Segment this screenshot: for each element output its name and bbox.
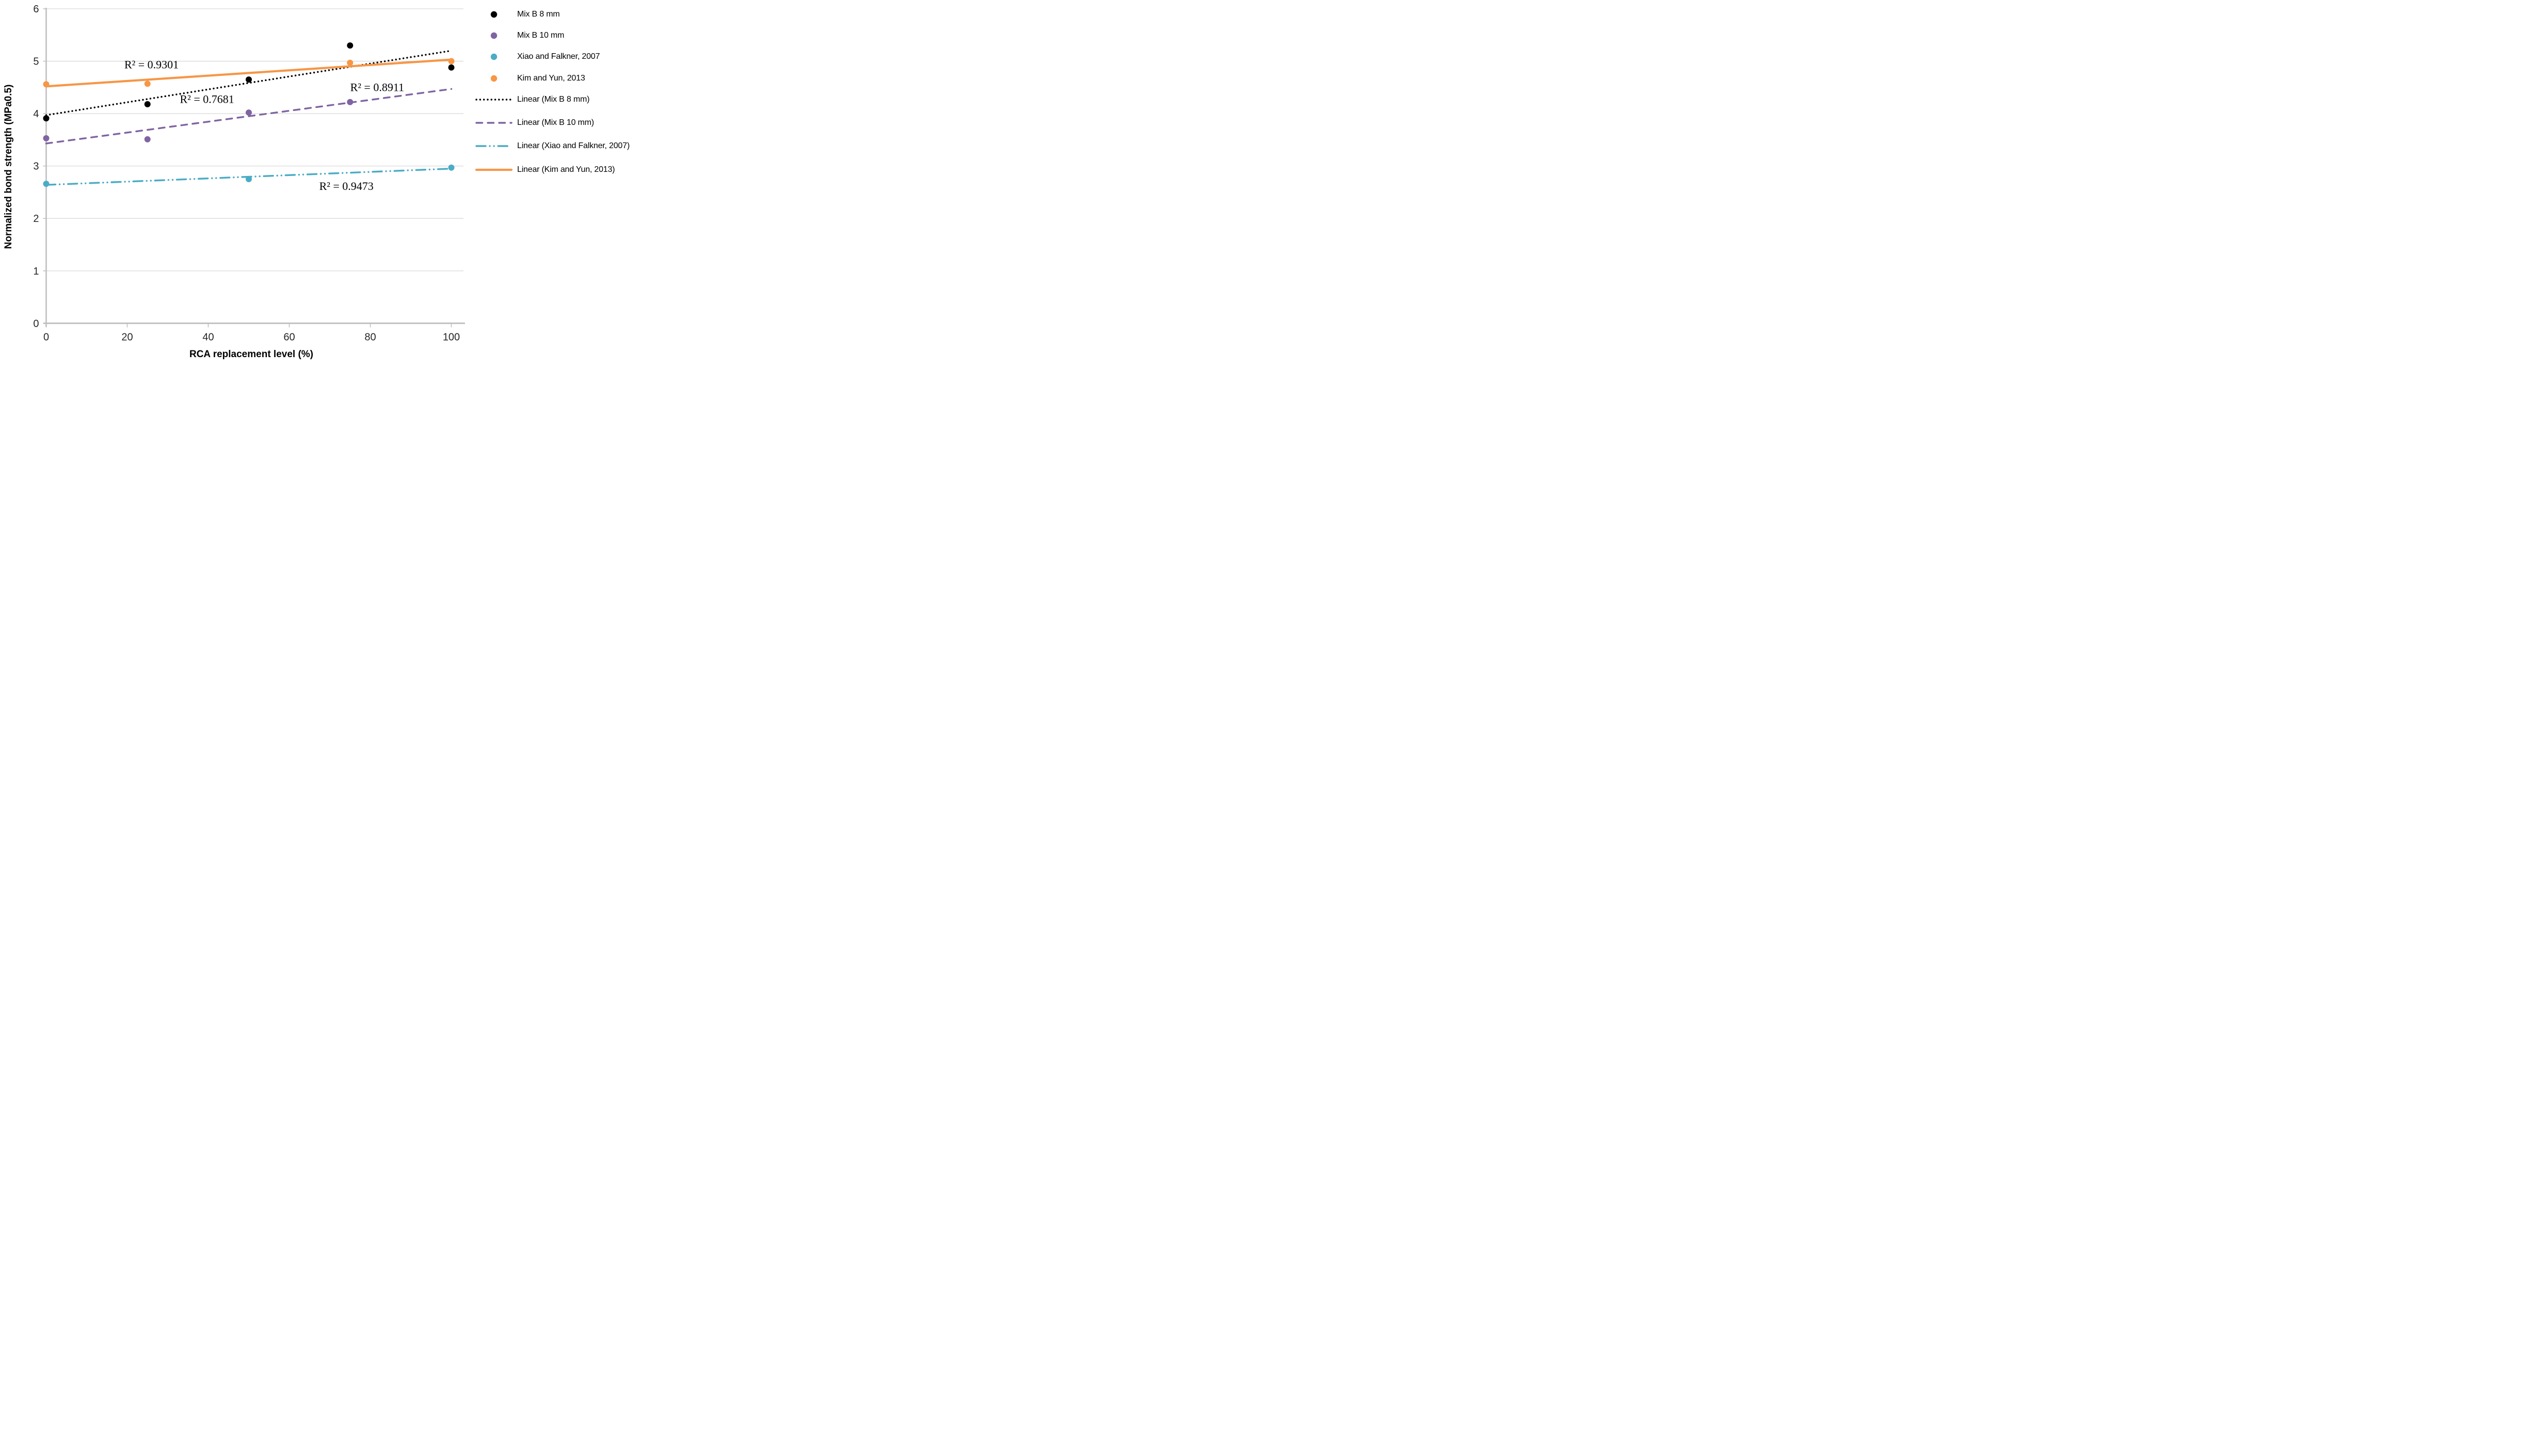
- data-point-mix-b-8-mm: [347, 42, 354, 49]
- legend: Mix B 8 mm Mix B 10 mm Xiao and Falkner, 2…: [475, 0, 633, 186]
- legend-item: Mix B 10 mm: [475, 30, 564, 41]
- legend-marker-icon: [490, 75, 498, 82]
- legend-marker-dot: [490, 53, 498, 60]
- trendline-mix-b-8-mm: [45, 50, 453, 116]
- data-point-xiao-and-falkner-2007: [43, 181, 50, 187]
- legend-swatch: [475, 74, 513, 83]
- legend-item: Xiao and Falkner, 2007: [475, 52, 600, 62]
- legend-item-label: Linear (Mix B 8 mm): [517, 95, 590, 104]
- legend-item-label: Mix B 8 mm: [517, 10, 560, 19]
- legend-marker-icon: [490, 11, 498, 18]
- y-tick-label: 5: [33, 56, 39, 68]
- y-tick-label: 6: [33, 4, 39, 15]
- legend-swatch: [475, 119, 513, 127]
- legend-item-label: Xiao and Falkner, 2007: [517, 52, 600, 61]
- data-point-kim-and-yun-2013: [448, 58, 455, 65]
- data-point-xiao-and-falkner-2007: [246, 176, 252, 183]
- data-point-kim-and-yun-2013: [347, 59, 354, 66]
- legend-swatch: [475, 31, 513, 40]
- data-point-mix-b-8-mm: [246, 76, 252, 83]
- legend-line-icon: [475, 99, 512, 101]
- legend-item-label: Linear (Xiao and Falkner, 2007): [517, 141, 630, 150]
- legend-swatch: [475, 166, 513, 174]
- x-tick-label: 0: [43, 331, 49, 343]
- legend-swatch: [475, 95, 513, 104]
- legend-item-label: Linear (Mix B 10 mm): [517, 118, 594, 127]
- trendline-mix-b-10-mm: [45, 88, 453, 145]
- x-tick-label: 60: [283, 331, 295, 343]
- data-point-mix-b-10-mm: [347, 99, 354, 105]
- legend-item: Linear (Mix B 8 mm): [475, 94, 589, 105]
- data-point-kim-and-yun-2013: [144, 81, 151, 87]
- r-squared-annotation: R² = 0.8911: [350, 81, 404, 93]
- legend-item: Linear (Kim and Yun, 2013): [475, 165, 615, 175]
- legend-item: Linear (Xiao and Falkner, 2007): [475, 141, 630, 151]
- y-tick-label: 1: [33, 266, 39, 277]
- legend-line-icon: [475, 168, 513, 171]
- x-tick-label: 100: [443, 331, 460, 343]
- legend-line-icon: [475, 145, 512, 147]
- r-squared-annotation: R² = 0.9301: [124, 58, 179, 71]
- legend-marker-dot: [490, 75, 498, 82]
- legend-marker-icon: [490, 53, 498, 60]
- legend-item: Mix B 8 mm: [475, 9, 560, 20]
- x-tick-label: 80: [364, 331, 376, 343]
- x-tick-label: 40: [202, 331, 214, 343]
- legend-marker-dot: [490, 32, 498, 39]
- y-axis-title: Normalized bond strength (MPa0.5): [3, 84, 14, 249]
- r-squared-annotation: R² = 0.7681: [180, 93, 234, 106]
- y-tick-label: 3: [33, 161, 39, 172]
- legend-item: Kim and Yun, 2013: [475, 73, 585, 84]
- legend-item-label: Mix B 10 mm: [517, 31, 565, 40]
- legend-swatch: [475, 142, 513, 150]
- legend-item-label: Kim and Yun, 2013: [517, 74, 585, 83]
- r-squared-annotation: R² = 0.9473: [319, 180, 374, 193]
- legend-swatch: [475, 10, 513, 19]
- x-axis-title: RCA replacement level (%): [189, 349, 314, 360]
- legend-item: Linear (Mix B 10 mm): [475, 118, 594, 128]
- trendline-kim-and-yun-2013: [45, 58, 453, 88]
- x-tick-label: 20: [121, 331, 133, 343]
- legend-item-label: Linear (Kim and Yun, 2013): [517, 165, 615, 174]
- data-point-mix-b-10-mm: [144, 136, 151, 142]
- data-point-mix-b-8-mm: [43, 115, 50, 122]
- legend-marker-icon: [490, 32, 498, 39]
- data-point-mix-b-8-mm: [144, 101, 151, 107]
- legend-marker-dot: [490, 11, 498, 18]
- y-tick-label: 4: [33, 108, 39, 120]
- legend-line-icon: [475, 122, 512, 124]
- chart-figure: 0 1 2 3 4 5 6 0 20 40 60 80 100 R² = 0.7681 R² = 0.891…: [0, 0, 633, 364]
- data-point-mix-b-8-mm: [448, 64, 455, 71]
- data-point-xiao-and-falkner-2007: [448, 164, 455, 171]
- data-point-mix-b-10-mm: [43, 135, 50, 141]
- legend-swatch: [475, 53, 513, 61]
- y-tick-label: 2: [33, 213, 39, 225]
- y-tick-label: 0: [33, 318, 39, 329]
- data-point-kim-and-yun-2013: [43, 81, 50, 88]
- data-point-mix-b-10-mm: [246, 109, 252, 116]
